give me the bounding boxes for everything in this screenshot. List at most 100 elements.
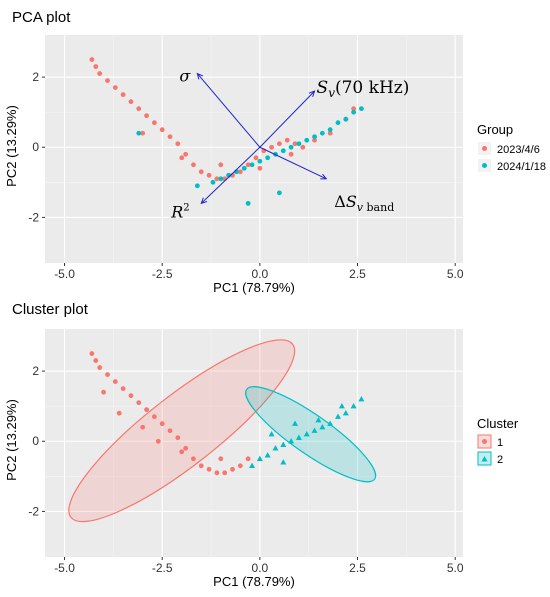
cluster-point-series-2	[280, 459, 287, 465]
cluster-point-series-1	[198, 463, 204, 469]
cluster-point-series-2	[358, 395, 365, 402]
pca-point-series-1	[144, 113, 149, 119]
cluster-point-series-1	[214, 470, 220, 476]
pca-point-series-2	[194, 183, 200, 189]
pca-xtick-label: 0.0	[252, 267, 269, 281]
loading-label-2: Sv(70 kHz)	[317, 78, 410, 100]
cluster-point-series-1	[183, 445, 189, 451]
cluster-point-series-1	[136, 400, 142, 406]
pca-point-series-2	[241, 165, 247, 171]
pca-point-series-2	[335, 120, 341, 126]
loading-arrow-2	[259, 90, 315, 148]
pca-point-series-2	[276, 190, 282, 196]
pca-point-series-1	[93, 64, 99, 69]
pca-point-series-1	[284, 137, 290, 143]
cluster-point-series-1	[112, 379, 118, 385]
pca-point-series-1	[276, 141, 282, 147]
cluster-ylabel: PC2 (13.29%)	[4, 399, 19, 481]
cluster-point-series-2	[319, 424, 326, 430]
cluster-point-series-1	[230, 466, 235, 472]
pca-point-series-1	[288, 151, 294, 157]
pca-point-series-1	[292, 141, 298, 147]
pca-legend-marker-1	[482, 146, 487, 151]
loading-label-3: R2	[170, 202, 189, 221]
loading-arrow-3	[200, 146, 261, 204]
cluster-point-series-2	[350, 402, 357, 409]
pca-point-series-2	[296, 141, 302, 147]
cluster-point-series-2	[268, 431, 275, 437]
cluster-point-series-2	[315, 417, 322, 423]
loading-arrow-4	[259, 146, 327, 180]
cluster-point-series-2	[264, 452, 271, 458]
cluster-point-series-2	[311, 427, 318, 433]
pca-point-series-1	[179, 155, 185, 161]
loading-arrow-1	[196, 73, 261, 148]
pca-point-series-1	[136, 106, 142, 112]
cluster-point-series-1	[97, 365, 103, 370]
cluster-point-series-1	[89, 351, 95, 356]
cluster-point-series-1	[179, 449, 185, 455]
pca-point-series-2	[265, 155, 271, 161]
pca-point-series-2	[218, 176, 224, 182]
pca-legend-label-2: 2024/1/18	[497, 161, 546, 173]
pca-point-series-1	[269, 144, 274, 150]
cluster-legend-title: Cluster	[477, 416, 519, 431]
pca-ytick-label: 2	[32, 70, 39, 84]
cluster-point-series-1	[159, 421, 165, 427]
pca-point-series-1	[198, 169, 204, 175]
cluster-point-series-1	[237, 463, 243, 469]
pca-point-series-2	[136, 130, 142, 136]
cluster-legend-marker-2	[481, 456, 488, 462]
cluster-xtick-label: -5.0	[54, 561, 75, 575]
cluster-legend-label-1: 1	[497, 437, 503, 449]
pca-point-series-2	[319, 130, 325, 136]
pca-point-series-1	[237, 169, 243, 175]
pca-point-series-2	[280, 148, 286, 154]
pca-xtick-label: -5.0	[54, 267, 75, 281]
cluster-point-series-1	[120, 386, 126, 392]
pca-point-series-2	[257, 158, 263, 164]
cluster-title: Cluster plot	[12, 301, 89, 318]
pca-point-series-1	[183, 151, 189, 157]
cluster-point-series-1	[105, 372, 110, 377]
cluster-point-series-2	[295, 434, 302, 440]
loading-arrowhead-4	[320, 173, 328, 180]
cluster-ytick-label: 0	[32, 434, 39, 448]
cluster-point-series-2	[249, 462, 256, 468]
cluster-point-series-2	[338, 402, 345, 409]
loading-arrowhead-1	[196, 72, 204, 80]
cluster-ytick-label: 2	[32, 364, 39, 378]
pca-point-series-1	[89, 57, 95, 62]
cluster-ellipse-1	[68, 339, 296, 523]
cluster-point-series-1	[140, 424, 146, 430]
cluster-xlabel: PC1 (78.79%)	[213, 574, 295, 589]
pca-point-series-1	[159, 127, 165, 133]
pca-title: PCA plot	[12, 9, 71, 26]
cluster-point-series-2	[342, 409, 349, 416]
cluster-point-series-1	[191, 456, 196, 462]
pca-point-series-1	[191, 162, 196, 168]
cluster-point-series-2	[327, 420, 334, 426]
pca-legend-marker-2	[482, 163, 487, 168]
cluster-legend-marker-1	[482, 439, 487, 444]
pca-point-series-2	[351, 109, 357, 115]
cluster-ytick-label: -2	[28, 504, 39, 518]
cluster-point-series-1	[222, 470, 228, 476]
cluster-point-series-1	[245, 456, 251, 462]
pca-ylabel: PC2 (13.29%)	[4, 105, 19, 187]
cluster-point-series-2	[292, 420, 299, 426]
cluster-point-series-1	[101, 389, 106, 395]
cluster-legend-label-2: 2	[497, 454, 503, 466]
pca-panel: PCA plot PC1 (78.79%) PC2 (13.29%) Group…	[4, 9, 546, 295]
cluster-point-series-1	[155, 438, 161, 444]
pca-point-series-2	[245, 200, 251, 206]
loading-label-4: ΔSv band	[334, 192, 394, 214]
pca-legend-label-1: 2023/4/6	[497, 144, 540, 156]
pca-xtick-label: 2.5	[349, 267, 366, 281]
cluster-xtick-label: 5.0	[447, 561, 464, 575]
cluster-xtick-label: 0.0	[252, 561, 269, 575]
pca-point-series-2	[249, 162, 255, 168]
cluster-point-series-1	[167, 428, 173, 434]
pca-point-series-1	[128, 99, 134, 105]
